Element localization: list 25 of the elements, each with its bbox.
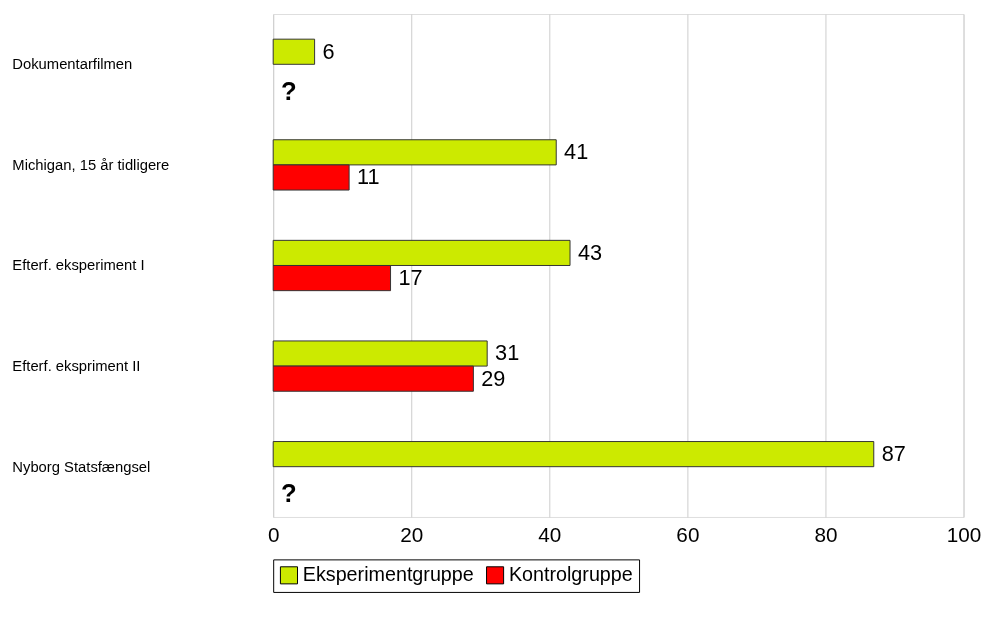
data-label: 31	[495, 340, 520, 366]
legend-label: Kontrolgruppe	[508, 563, 633, 586]
x-tick-label: 60	[676, 523, 700, 547]
y-tick-label: Michigan, 15 år tidligere	[12, 156, 170, 173]
x-tick-label: 40	[538, 523, 562, 547]
data-label: 11	[357, 164, 380, 190]
data-label: 43	[577, 239, 603, 265]
x-tick-label: 20	[400, 523, 424, 547]
data-label: 87	[881, 441, 906, 467]
y-tick-label: Dokumentarfilmen	[12, 56, 133, 73]
x-tick-label: 80	[814, 523, 838, 547]
data-label: 41	[564, 139, 589, 165]
text: ?	[281, 479, 297, 508]
data-label: 6	[322, 38, 335, 64]
legend-label: Eksperimentgruppe	[302, 563, 474, 586]
data-label: 17	[398, 264, 423, 290]
data-label: 29	[481, 365, 506, 391]
text: ?	[281, 76, 297, 105]
y-tick-label: Nyborg Statsfængsel	[12, 458, 151, 475]
x-tick-label: 0	[267, 523, 280, 547]
bar	[272, 38, 316, 65]
x-tick-label: 100	[946, 523, 982, 547]
bar	[272, 441, 875, 468]
y-tick-label: Efterf. ekspriment II	[12, 358, 141, 375]
y-tick-label: Efterf. eksperiment I	[12, 257, 145, 274]
